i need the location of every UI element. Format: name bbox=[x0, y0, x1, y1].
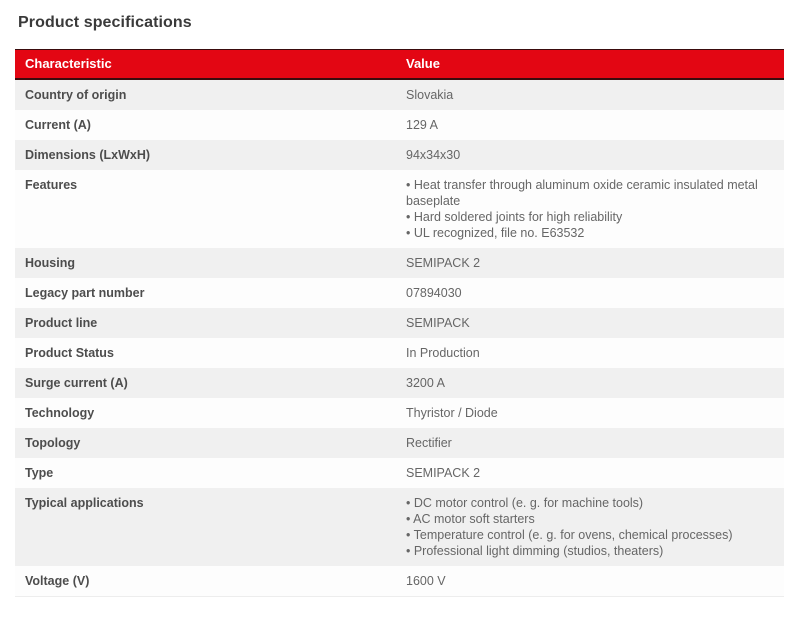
table-row: Topology Rectifier bbox=[15, 428, 784, 458]
table-row: Type SEMIPACK 2 bbox=[15, 458, 784, 488]
table-header-row: Characteristic Value bbox=[15, 49, 784, 80]
characteristic-cell: Product line bbox=[25, 316, 98, 330]
table-row: Country of origin Slovakia bbox=[15, 79, 784, 110]
value-cell: SEMIPACK 2 bbox=[406, 256, 481, 270]
table-row: Housing SEMIPACK 2 bbox=[15, 248, 784, 278]
characteristic-cell: Product Status bbox=[25, 346, 114, 360]
characteristic-cell: Legacy part number bbox=[25, 286, 145, 300]
table-row: Voltage (V) 1600 V bbox=[15, 566, 784, 597]
value-cell: • Heat transfer through aluminum oxide c… bbox=[406, 178, 758, 240]
page-title: Product specifications bbox=[18, 14, 192, 31]
value-cell: Slovakia bbox=[406, 88, 454, 102]
characteristic-cell: Type bbox=[25, 466, 54, 480]
characteristic-cell: Typical applications bbox=[25, 496, 144, 510]
table-row: Current (A) 129 A bbox=[15, 110, 784, 140]
value-cell: SEMIPACK bbox=[406, 316, 470, 330]
table-header: Characteristic Value bbox=[15, 49, 784, 80]
table-row: Legacy part number 07894030 bbox=[15, 278, 784, 308]
table-row: Typical applications • DC motor control … bbox=[15, 488, 784, 566]
column-header-value: Value bbox=[396, 49, 784, 80]
table-row: Features • Heat transfer through aluminu… bbox=[15, 170, 784, 248]
product-specifications-table: Characteristic Value Country of origin S… bbox=[15, 49, 784, 597]
value-cell: 94x34x30 bbox=[406, 148, 461, 162]
characteristic-cell: Housing bbox=[25, 256, 75, 270]
characteristic-cell: Technology bbox=[25, 406, 95, 420]
value-cell: Rectifier bbox=[406, 436, 452, 450]
characteristic-cell: Current (A) bbox=[25, 118, 91, 132]
value-cell: 3200 A bbox=[406, 376, 445, 390]
value-cell: SEMIPACK 2 bbox=[406, 466, 481, 480]
characteristic-cell: Surge current (A) bbox=[25, 376, 128, 390]
characteristic-cell: Dimensions (LxWxH) bbox=[25, 148, 151, 162]
characteristic-cell: Features bbox=[25, 178, 78, 192]
value-cell: In Production bbox=[406, 346, 480, 360]
value-cell: 1600 V bbox=[396, 566, 784, 597]
value-cell: 129 A bbox=[406, 118, 438, 132]
table-row: Technology Thyristor / Diode bbox=[15, 398, 784, 428]
table-row: Product line SEMIPACK bbox=[15, 308, 784, 338]
table-row: Surge current (A) 3200 A bbox=[15, 368, 784, 398]
table-row: Dimensions (LxWxH) 94x34x30 bbox=[15, 140, 784, 170]
column-header-characteristic: Characteristic bbox=[15, 49, 396, 80]
characteristic-cell: Topology bbox=[25, 436, 81, 450]
characteristic-cell: Country of origin bbox=[25, 88, 127, 102]
value-cell: Thyristor / Diode bbox=[406, 406, 498, 420]
table-body: Country of origin Slovakia Current (A) 1… bbox=[15, 79, 784, 597]
characteristic-cell: Voltage (V) bbox=[15, 566, 396, 597]
value-cell: 07894030 bbox=[406, 286, 462, 300]
value-cell: • DC motor control (e. g. for machine to… bbox=[406, 496, 733, 558]
table-row: Product Status In Production bbox=[15, 338, 784, 368]
